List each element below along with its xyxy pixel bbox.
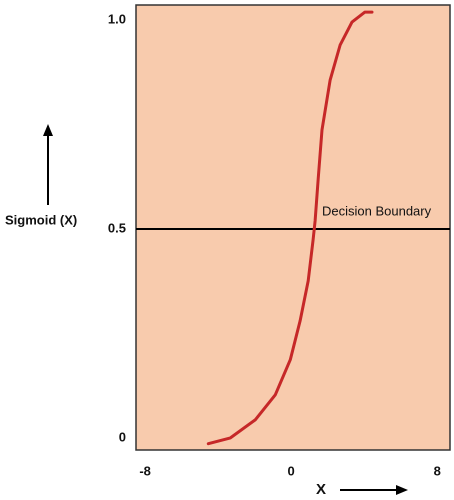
x-tick-label: 8 [434, 463, 441, 478]
sigmoid-curve [206, 10, 374, 446]
y-tick-label: 0.5 [108, 220, 126, 235]
x-axis-label: X [316, 481, 326, 498]
y-axis-label: Sigmoid (X) [5, 212, 77, 227]
y-tick-label: 1.0 [108, 11, 126, 26]
plot-area [135, 4, 451, 451]
x-tick-label: 0 [288, 463, 295, 478]
x-tick-label: -8 [139, 463, 151, 478]
y-arrow-head [43, 124, 53, 136]
x-arrow-head [396, 485, 408, 495]
annotation: Decision Boundary [322, 203, 432, 218]
y-tick-label: 0 [119, 429, 126, 444]
